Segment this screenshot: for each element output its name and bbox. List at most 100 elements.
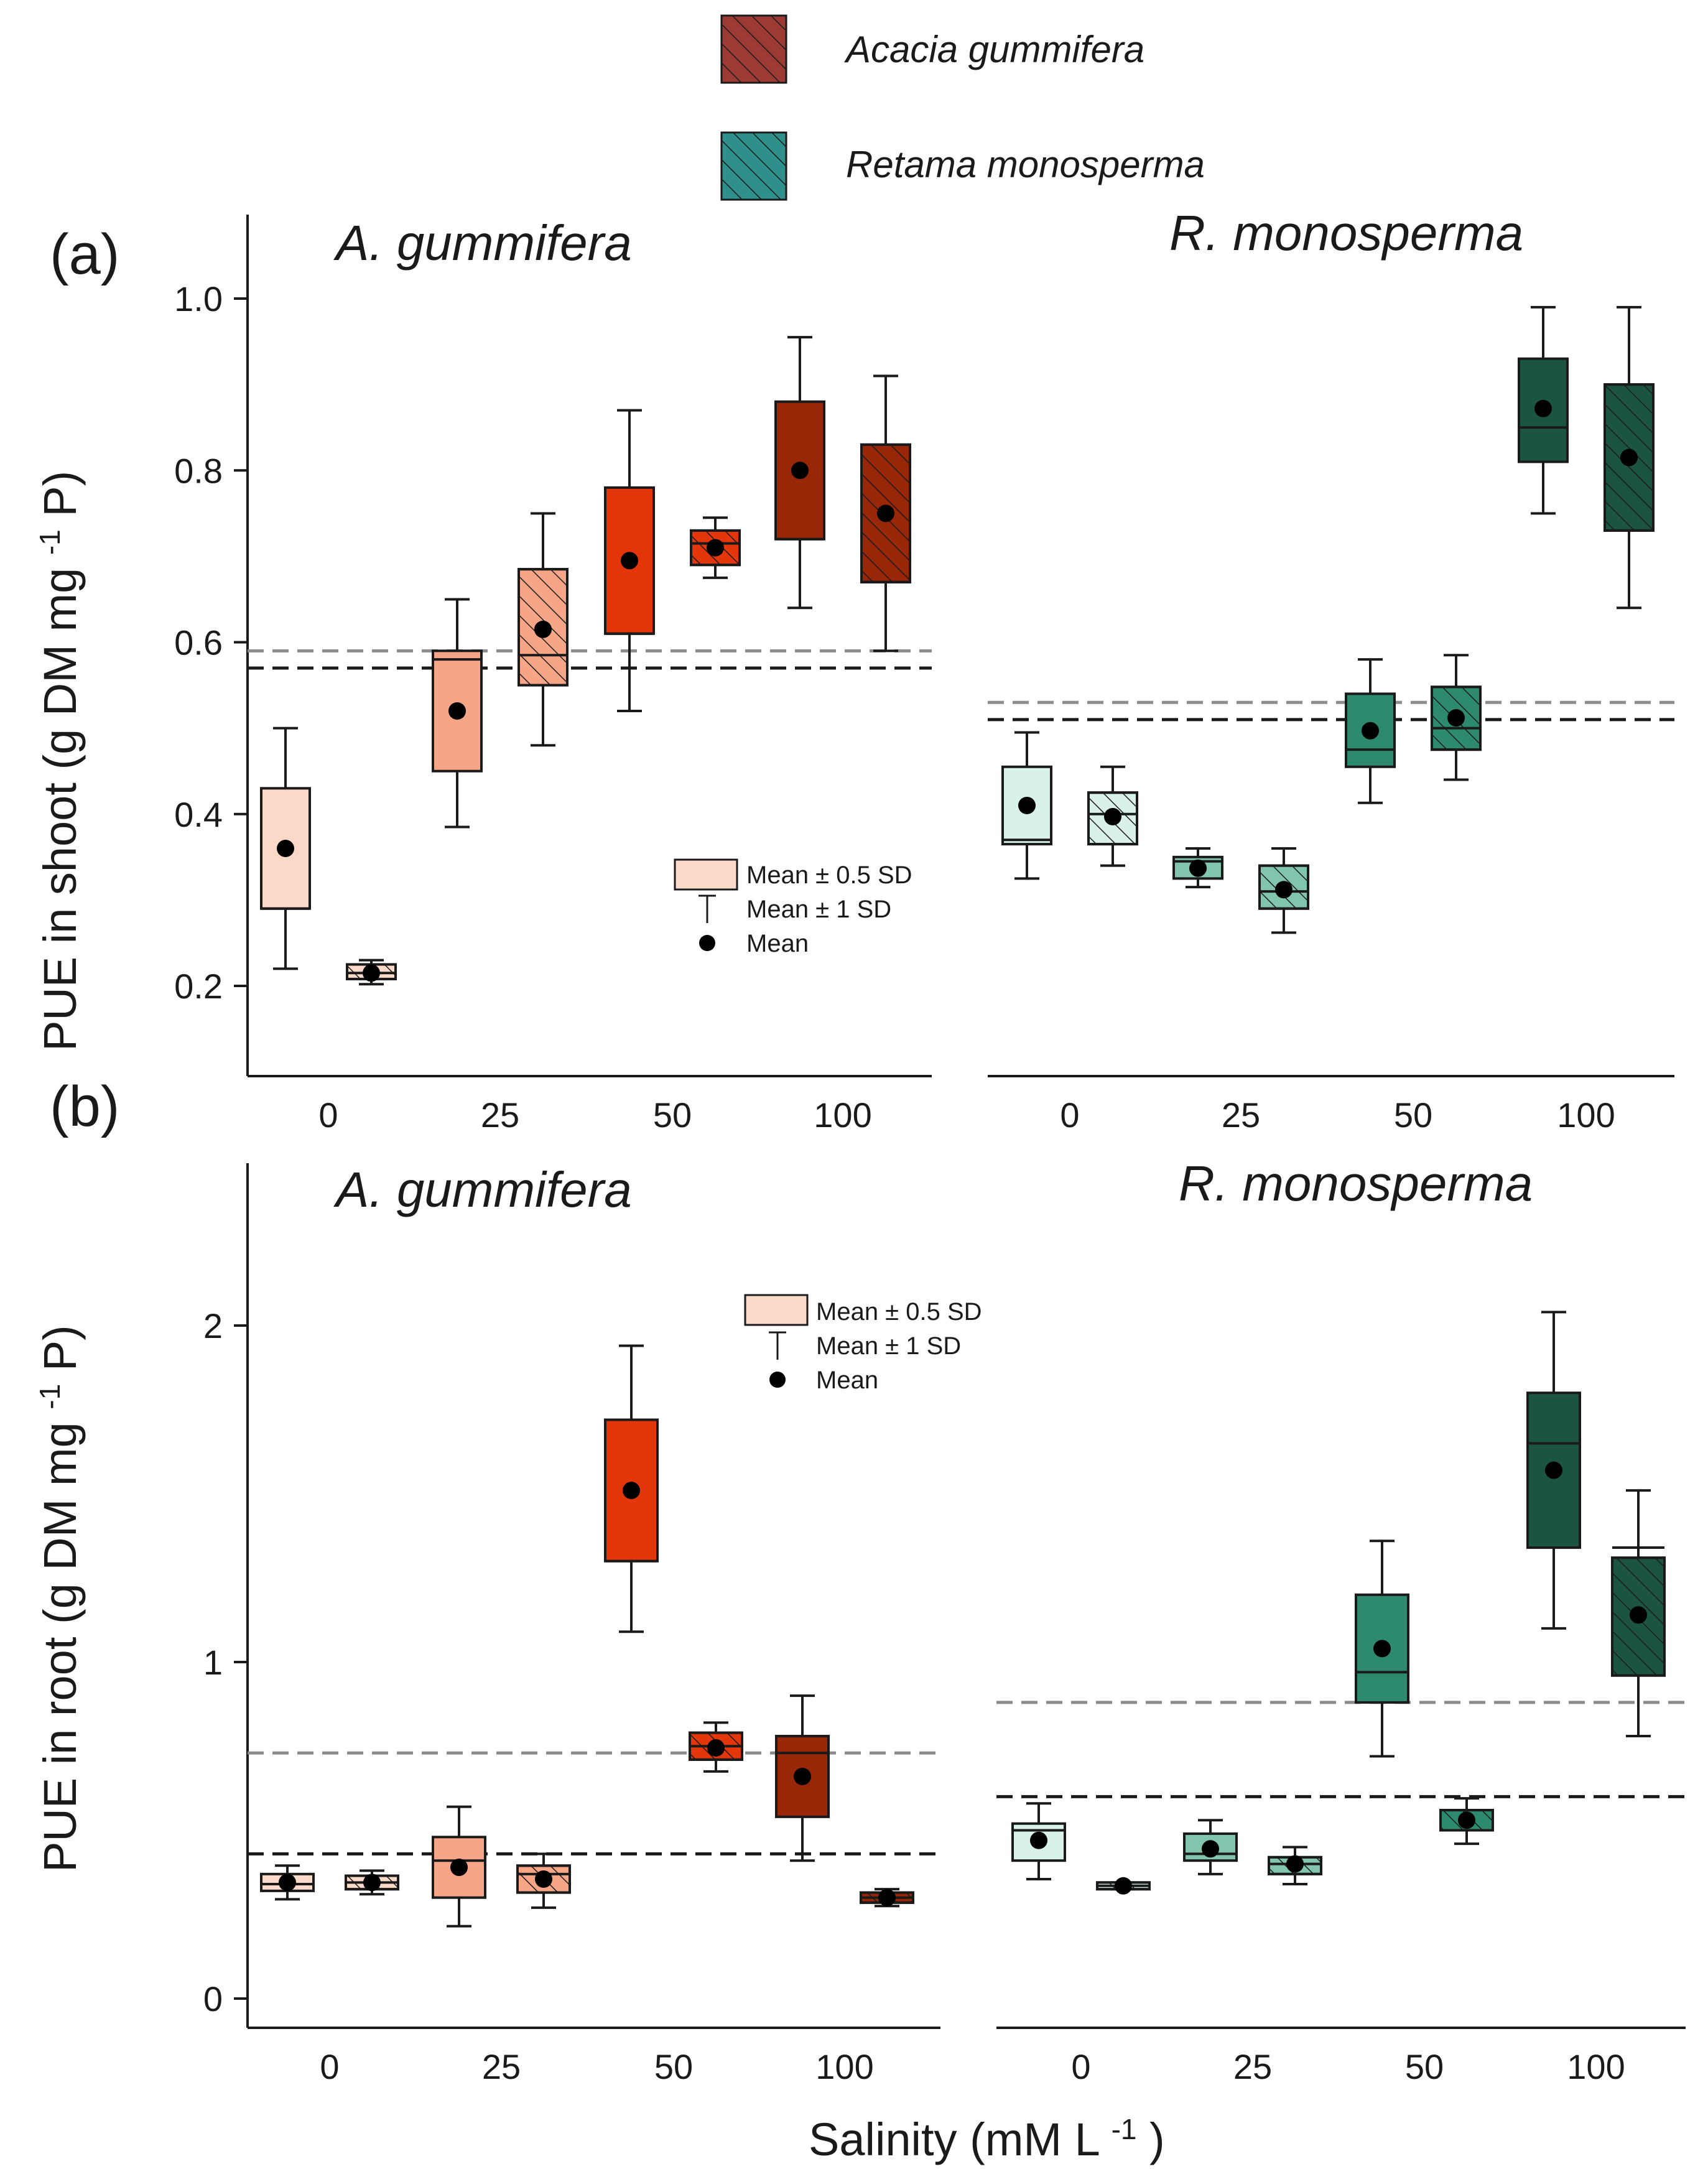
- x-axis-label-main: Salinity (mM L: [809, 2114, 1099, 2165]
- panel-a-box-legend-dot: [699, 935, 715, 951]
- box-b-0-50-hatched: [689, 1721, 743, 1773]
- box-b-1-100-hatched: [1611, 1489, 1666, 1738]
- box-b-0-100-plain: [775, 1694, 830, 1862]
- box-a-1-0-plain: [1001, 731, 1052, 880]
- box-mean-dot: [1458, 1811, 1475, 1829]
- x-axis-label-sup: -1: [1112, 2113, 1137, 2145]
- box-mean-dot: [363, 1874, 381, 1892]
- box-mean-dot: [279, 1874, 296, 1892]
- box-a-1-50-hatched: [1431, 654, 1482, 781]
- box-mean-dot: [1030, 1831, 1047, 1849]
- box-a-1-25-hatched: [1258, 847, 1309, 934]
- box-b-1-0-plain: [1011, 1802, 1066, 1880]
- y-axis-label-b-sup: -1: [34, 1384, 66, 1410]
- panel-b-x-axes: 0 25 50 100 0 25 50 100: [248, 2027, 1686, 2086]
- box-body: [1526, 1391, 1581, 1549]
- box-mean-dot: [1545, 1461, 1562, 1479]
- panel-b-box-legend-swatch: [744, 1294, 809, 1326]
- panel-b-box-legend: Mean ± 0.5 SD Mean ± 1 SD Mean: [744, 1294, 982, 1394]
- box-mean-dot: [1286, 1855, 1304, 1873]
- panel-a-title-left: A. gummifera: [333, 215, 632, 271]
- panel-a-xtick-label: 25: [1222, 1095, 1260, 1135]
- box-b-0-25-plain: [432, 1805, 486, 1928]
- panel-b-xtick-label: 50: [1405, 2047, 1444, 2086]
- panel-b-box-legend-dot: [769, 1372, 786, 1388]
- box-a-0-50-plain: [604, 409, 655, 712]
- panel-b-ytick-label: 0: [203, 1979, 223, 2018]
- y-axis-label-b-end: P): [34, 1325, 86, 1371]
- panel-b-y-axis: 0 1 2: [203, 1163, 249, 2028]
- panel-a-box-legend-label-0: Mean ± 0.5 SD: [746, 862, 912, 889]
- panel-b-xtick-label: 100: [815, 2047, 873, 2086]
- panel-b-ytick-label: 2: [203, 1306, 223, 1345]
- box-mean-dot: [621, 552, 638, 570]
- box-a-0-25-plain: [432, 598, 483, 829]
- box-a-1-100-plain: [1518, 305, 1569, 515]
- panel-a-xtick-label: 0: [1060, 1095, 1079, 1135]
- box-a-1-50-plain: [1345, 658, 1396, 804]
- panel-a-box-legend-label-1: Mean ± 1 SD: [746, 896, 891, 923]
- box-mean-dot: [448, 702, 466, 720]
- panel-label-a: (a): [50, 223, 119, 286]
- legend-item-acacia: Acacia gummifera: [720, 14, 1144, 84]
- box-mean-dot: [707, 1739, 725, 1757]
- panel-a-xtick-label: 50: [653, 1095, 692, 1135]
- box-mean-dot: [1115, 1877, 1132, 1895]
- panel-a-x-axes: 0 25 50 100 0 25 50 100: [248, 1075, 1674, 1135]
- box-mean-dot: [623, 1482, 640, 1500]
- box-b-1-50-plain: [1355, 1540, 1409, 1758]
- legend-swatch-retama-hatch: [720, 131, 787, 201]
- box-mean-dot: [794, 1767, 811, 1785]
- panel-a-xtick-label: 100: [1557, 1095, 1615, 1135]
- y-axis-label-a-sup: -1: [34, 529, 66, 555]
- box-a-1-100-hatched: [1604, 305, 1655, 610]
- panel-b-xtick-label: 50: [654, 2047, 693, 2086]
- panel-a-xtick-label: 25: [481, 1095, 519, 1135]
- box-a-0-50-hatched: [690, 516, 741, 579]
- box-mean-dot: [1104, 807, 1121, 825]
- box-hatch: [1087, 791, 1138, 846]
- panel-a-box-legend-label-2: Mean: [746, 930, 809, 957]
- box-b-0-0-hatched: [345, 1869, 399, 1896]
- box-b-1-25-hatched: [1268, 1846, 1322, 1886]
- panel-a-y-axis: 0.2 0.4 0.6 0.8 1.0: [174, 215, 249, 1076]
- panel-b-xtick-label: 100: [1567, 2047, 1625, 2086]
- box-b-1-25-plain: [1183, 1819, 1238, 1875]
- box-mean-dot: [534, 620, 552, 638]
- panel-b-box-legend-label-0: Mean ± 0.5 SD: [816, 1298, 982, 1326]
- box-a-0-0-plain: [260, 727, 311, 970]
- panel-a-shoot: (a) PUE in shoot (g DM mg -1 P) A. gummi…: [34, 205, 1674, 1135]
- panel-a-ytick-label: 0.6: [174, 623, 223, 662]
- panel-a-box-legend: Mean ± 0.5 SD Mean ± 1 SD Mean: [674, 858, 912, 957]
- legend-label-acacia: Acacia gummifera: [844, 29, 1144, 70]
- box-mean-dot: [707, 539, 724, 557]
- panel-b-root: (b) PUE in root (g DM mg -1 P) A. gummif…: [34, 1075, 1686, 2086]
- box-a-0-100-plain: [774, 336, 825, 610]
- panel-b-xtick-label: 0: [1071, 2047, 1090, 2086]
- box-hatch: [1258, 864, 1309, 910]
- box-a-0-100-hatched: [860, 374, 911, 653]
- box-mean-dot: [1447, 709, 1465, 727]
- panel-a-title-right: R. monosperma: [1169, 205, 1523, 261]
- panel-b-box-legend-label-1: Mean ± 1 SD: [816, 1332, 961, 1360]
- box-a-1-25-plain: [1172, 847, 1223, 889]
- box-b-0-50-plain: [604, 1344, 659, 1633]
- box-a-0-0-hatched: [346, 959, 397, 986]
- x-axis-label-end: ): [1149, 2114, 1165, 2165]
- box-mean-dot: [277, 840, 294, 857]
- box-mean-dot: [1189, 859, 1207, 877]
- box-b-1-100-plain: [1526, 1311, 1581, 1630]
- panel-b-title-right: R. monosperma: [1179, 1156, 1533, 1211]
- panel-label-b: (b): [50, 1075, 119, 1138]
- box-mean-dot: [878, 1888, 896, 1907]
- box-b-0-25-hatched: [516, 1852, 571, 1909]
- panel-a-xtick-label: 50: [1394, 1095, 1432, 1135]
- box-mean-dot: [1620, 448, 1638, 467]
- legend-swatch-acacia-hatch: [720, 14, 787, 84]
- panel-b-ytick-label: 1: [203, 1643, 223, 1682]
- y-axis-label-b-main: PUE in root (g DM mg: [34, 1422, 86, 1872]
- box-mean-dot: [1202, 1840, 1219, 1858]
- box-mean-dot: [877, 504, 894, 523]
- box-a-1-0-hatched: [1087, 765, 1138, 867]
